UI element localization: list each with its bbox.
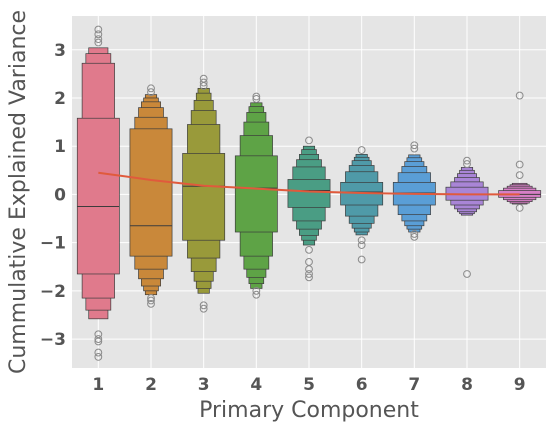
x-tick-label: 9 <box>514 375 526 395</box>
outlier-point <box>515 171 524 180</box>
outlier-point <box>357 241 366 249</box>
outlier-point <box>94 335 103 343</box>
outlier-point <box>515 160 524 169</box>
y-tick-label: 3 <box>54 41 66 61</box>
outlier-point <box>252 95 261 103</box>
outlier-point <box>357 236 366 245</box>
outlier-point <box>147 84 155 93</box>
outlier-point <box>94 38 103 47</box>
x-tick-label: 4 <box>250 375 262 395</box>
trend-line <box>98 171 520 196</box>
outlier-point <box>515 91 524 100</box>
y-axis-ticks: −3 −2 −1 0 1 2 3 <box>40 41 66 350</box>
outlier-point <box>410 144 419 153</box>
outlier-point <box>252 286 261 295</box>
outlier-point <box>410 232 419 241</box>
outlier-point <box>515 204 524 212</box>
x-tick-label: 1 <box>92 375 104 395</box>
outlier-point <box>94 353 103 361</box>
boxen-series-3 <box>182 87 226 294</box>
outlier-point <box>199 82 208 90</box>
outlier-point <box>94 30 103 39</box>
x-axis-title: Primary Component <box>199 398 419 423</box>
outlier-point <box>410 141 419 150</box>
boxen-box-level <box>129 128 173 257</box>
x-tick-label: 5 <box>303 375 315 395</box>
outlier-point <box>252 290 261 299</box>
x-tick-label: 6 <box>356 375 368 395</box>
outlier-point <box>94 25 103 34</box>
outlier-point <box>252 92 261 101</box>
boxen-series-1 <box>76 47 120 320</box>
x-tick-label: 3 <box>198 375 210 395</box>
y-tick-label: 1 <box>54 137 66 157</box>
y-tick-label: −3 <box>40 330 66 350</box>
y-tick-label: 0 <box>54 185 66 205</box>
outlier-point <box>305 265 313 274</box>
outlier-point <box>199 78 208 87</box>
boxen-box-level <box>234 155 278 233</box>
outlier-point <box>410 230 419 238</box>
boxen-box-level <box>182 153 226 241</box>
x-tick-label: 8 <box>461 375 473 395</box>
outlier-point <box>147 299 155 308</box>
outlier-points <box>94 25 524 361</box>
boxen-series-5 <box>287 145 331 246</box>
boxen-box-level <box>287 179 331 208</box>
outlier-point <box>147 88 155 97</box>
outlier-point <box>305 270 313 278</box>
outlier-point <box>199 301 208 310</box>
outlier-point <box>147 294 155 302</box>
trend-line-group <box>98 171 520 196</box>
outlier-point <box>357 255 366 264</box>
outlier-point <box>147 296 155 305</box>
outlier-point <box>463 156 471 165</box>
outlier-point <box>357 146 366 154</box>
x-tick-label: 7 <box>408 375 420 395</box>
outlier-point <box>463 270 471 278</box>
outlier-point <box>199 304 208 313</box>
outlier-point <box>305 273 313 282</box>
boxen-series-2 <box>129 94 173 296</box>
outlier-point <box>463 160 471 168</box>
y-tick-label: 2 <box>54 89 66 109</box>
x-axis-ticks: 1 2 3 4 5 6 7 8 9 <box>92 375 525 395</box>
outlier-point <box>94 348 103 357</box>
outlier-point <box>94 35 103 44</box>
outlier-point <box>305 245 313 254</box>
x-tick-label: 2 <box>145 375 157 395</box>
boxen-box-level <box>76 117 120 275</box>
boxen-series-4 <box>234 102 278 289</box>
y-axis-title: Cummulative Explained Variance <box>6 10 31 374</box>
y-tick-label: −1 <box>40 234 66 254</box>
outlier-point <box>305 136 313 145</box>
outlier-point <box>94 337 103 346</box>
y-tick-label: −2 <box>40 282 66 302</box>
boxen-series <box>76 47 542 320</box>
